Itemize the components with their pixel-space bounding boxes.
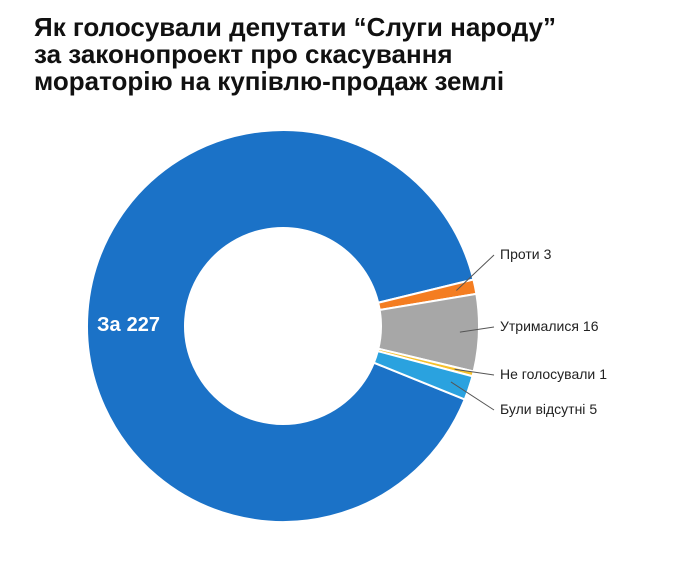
slice-label: Були відсутні 5 [500,401,597,417]
slice-label-value: 3 [544,246,552,262]
donut-slice [372,349,474,401]
slice-label-name: Не голосували [500,366,595,382]
slice-label-name: Проти [500,246,540,262]
slice-label-value: 1 [599,366,607,382]
slice-label-name: За [97,314,122,336]
slice-label: За 227 [97,314,160,336]
chart-title-line: мораторію на купівлю-продаж землі [34,66,505,96]
leader-line [459,326,495,333]
slice-label: Не голосували 1 [500,366,607,382]
slice-label-name: Утрималися [500,318,579,334]
slice-label-value: 5 [589,401,597,417]
leader-line [456,254,495,291]
slice-label-name: Були відсутні [500,401,585,417]
donut-slice [86,129,475,523]
slice-label-value: 16 [583,318,599,334]
slice-label: Проти 3 [500,246,552,262]
leader-line [454,368,495,376]
chart-title-line: за законопроект про скасування [34,39,453,69]
chart-title-line: Як голосували депутати “Слуги народу” [34,12,556,42]
slice-label: Утрималися 16 [500,318,599,334]
slice-label-value: 227 [127,314,160,336]
leader-line [450,381,495,411]
chart-title: Як голосували депутати “Слуги народу” за … [34,14,556,95]
